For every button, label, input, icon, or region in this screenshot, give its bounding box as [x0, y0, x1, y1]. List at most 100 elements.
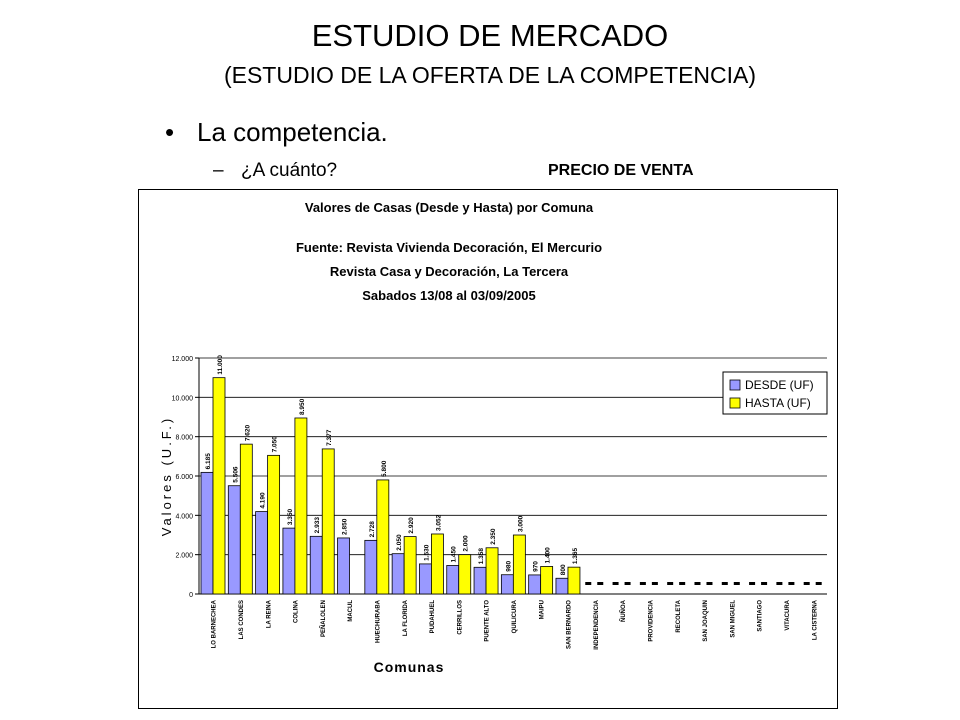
zero-marker-desde — [694, 582, 701, 585]
bar-hasta — [376, 479, 390, 595]
bar-desde — [227, 485, 241, 595]
data-label-hasta: 8.950 — [299, 398, 306, 415]
zero-marker-desde — [776, 582, 783, 585]
chart-frame: Valores de Casas (Desde y Hasta) por Com… — [138, 189, 838, 709]
bar-desde — [555, 577, 569, 595]
bar-hasta — [294, 417, 308, 595]
x-category-label: QUILICURA — [512, 599, 518, 633]
data-label-hasta: 1.400 — [545, 547, 552, 564]
bar-hasta — [458, 554, 472, 595]
x-category-label: COLINA — [294, 599, 300, 623]
bar-hasta — [239, 443, 253, 595]
x-category-label: PUENTE ALTO — [485, 600, 491, 642]
zero-marker-desde — [639, 582, 646, 585]
x-category-label: SAN JOAQUIN — [703, 600, 709, 642]
data-label-desde: 1.358 — [478, 548, 485, 565]
x-category-label: CERRILLOS — [457, 600, 463, 635]
data-label-desde: 2.728 — [369, 521, 376, 538]
bar-desde — [473, 566, 487, 595]
x-category-label: ÑUÑOA — [620, 599, 627, 622]
bar-desde — [364, 539, 378, 595]
data-label-hasta: 3.000 — [517, 515, 524, 532]
zero-marker-hasta — [679, 582, 686, 585]
bullet-dot: • — [165, 117, 175, 147]
zero-marker-hasta — [706, 582, 713, 585]
x-category-label: PUDAHUEL — [430, 600, 436, 634]
y-tick-label: 10.000 — [172, 395, 194, 402]
legend-swatch — [729, 379, 741, 391]
data-label-desde: 1.530 — [423, 544, 430, 561]
zero-marker-hasta — [733, 582, 740, 585]
bar-hasta — [321, 448, 335, 595]
slide-subtitle: (ESTUDIO DE LA OFERTA DE LA COMPETENCIA) — [223, 62, 757, 88]
zero-marker-hasta — [651, 582, 658, 585]
bar-chart: Valores de Casas (Desde y Hasta) por Com… — [159, 200, 828, 675]
x-category-label: HUECHURABA — [375, 599, 381, 643]
x-category-label: LA CISTERNA — [812, 599, 818, 640]
zero-marker-hasta — [597, 582, 604, 585]
bullet-text: La competencia. — [197, 117, 388, 147]
zero-marker-hasta — [788, 582, 795, 585]
legend-label: DESDE (UF) — [745, 378, 814, 392]
y-tick-label: 12.000 — [172, 356, 194, 363]
legend-swatch — [729, 397, 741, 409]
y-axis-label: Valores (U.F.) — [159, 416, 174, 537]
y-tick-label: 8.000 — [175, 435, 193, 442]
bar-desde — [391, 553, 405, 595]
price-label: PRECIO DE VENTA — [548, 162, 694, 179]
data-label-hasta: 7.377 — [326, 429, 333, 446]
bar-hasta — [512, 534, 526, 595]
sub-bullet-dash: – — [213, 160, 224, 181]
x-category-label: MACUL — [348, 600, 354, 622]
zero-marker-hasta — [815, 582, 822, 585]
data-label-hasta: 7.620 — [244, 424, 251, 441]
x-category-label: PROVIDENCIA — [649, 599, 655, 641]
data-label-hasta: 2.000 — [463, 535, 470, 552]
sub-bullet-text: ¿A cuánto? — [241, 160, 338, 181]
zero-marker-desde — [667, 582, 674, 585]
bar-desde — [255, 511, 269, 595]
data-label-hasta: 11.000 — [217, 355, 224, 375]
bar-desde — [282, 527, 296, 595]
bar-hasta — [485, 547, 499, 595]
x-category-label: VITACURA — [785, 599, 791, 630]
x-category-label: SANTIAGO — [758, 600, 764, 632]
zero-marker-desde — [749, 582, 756, 585]
data-label-hasta: 7.050 — [272, 436, 279, 453]
x-axis-label: Comunas — [374, 659, 445, 675]
slide-title: ESTUDIO DE MERCADO — [311, 18, 669, 53]
data-label-desde: 6.185 — [205, 453, 212, 470]
x-category-label: LA REINA — [266, 599, 272, 628]
bar-hasta — [403, 536, 417, 595]
x-category-label: SAN MIGUEL — [730, 600, 736, 638]
chart-title-line-1: Valores de Casas (Desde y Hasta) por Com… — [305, 200, 594, 215]
bar-hasta — [431, 533, 444, 595]
x-category-label: LA FLORIDA — [403, 599, 409, 636]
data-label-hasta: 1.365 — [572, 548, 579, 565]
bar-desde — [500, 574, 514, 595]
data-label-desde: 5.506 — [232, 466, 239, 483]
y-tick-label: 6.000 — [175, 474, 193, 481]
zero-marker-desde — [721, 582, 728, 585]
data-label-desde: 4.190 — [260, 492, 267, 509]
bar-hasta — [267, 454, 281, 595]
bar-hasta — [567, 566, 581, 595]
legend-label: HASTA (UF) — [745, 396, 811, 410]
x-category-label: SAN BERNARDO — [567, 600, 573, 649]
data-label-desde: 970 — [533, 561, 540, 572]
zero-marker-desde — [803, 582, 810, 585]
zero-marker-hasta — [761, 582, 768, 585]
zero-marker-desde — [612, 582, 619, 585]
chart-title-line-4: Sabados 13/08 al 03/09/2005 — [362, 288, 535, 303]
y-tick-label: 4.000 — [175, 513, 193, 520]
x-category-label: RECOLETA — [676, 599, 682, 632]
data-label-desde: 2.050 — [396, 534, 403, 551]
data-label-desde: 3.350 — [287, 508, 294, 525]
bar-desde — [446, 565, 460, 595]
bar-desde — [337, 537, 350, 595]
bar-desde — [309, 535, 323, 595]
chart-title-line-2: Fuente: Revista Vivienda Decoración, El … — [296, 240, 602, 255]
data-label-desde: 2.933 — [314, 517, 321, 534]
data-label-hasta: 2.350 — [490, 528, 497, 545]
data-label-desde: 980 — [505, 560, 512, 571]
